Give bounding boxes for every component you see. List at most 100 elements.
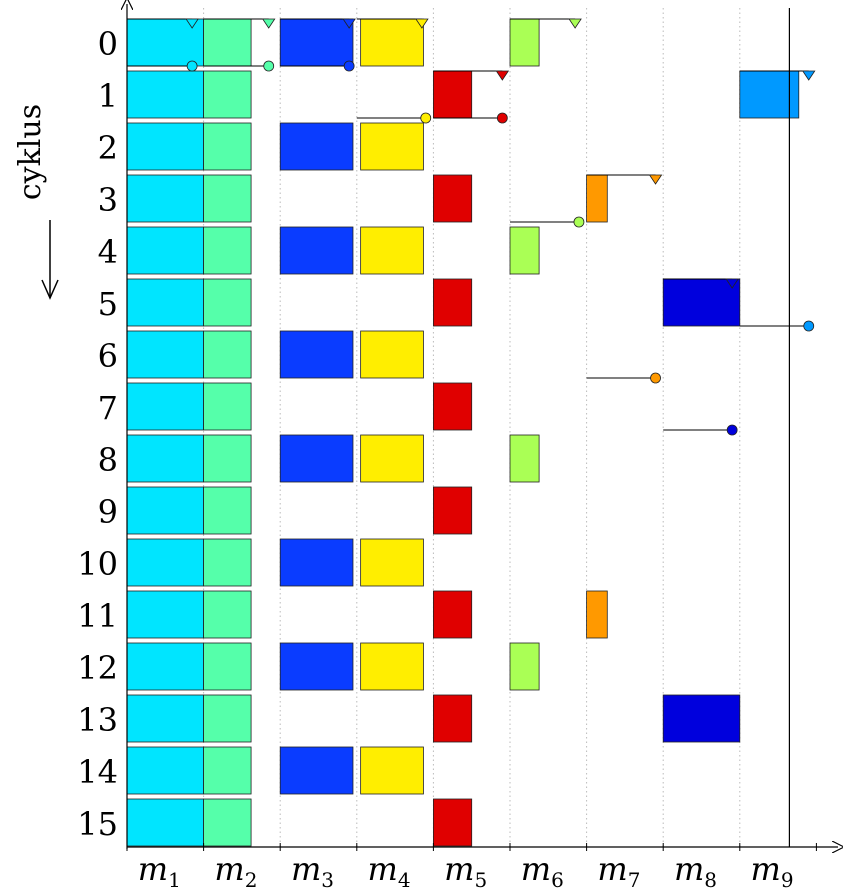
row-label: 13 [77,701,118,739]
block-m3 [279,18,354,67]
triangle-marker-m6 [568,18,582,29]
block-m2 [203,330,252,379]
block-m2 [203,798,252,847]
machine-label: m9 [751,850,794,888]
triangle-marker-m9 [801,70,816,81]
block-m4 [360,122,424,171]
block-m1 [126,18,204,67]
row-label: 7 [98,389,118,427]
block-m1 [126,746,204,795]
triangle-marker-m5 [495,70,510,81]
block-m4 [360,226,424,275]
triangle-marker-m8 [725,278,739,289]
triangle-marker-m4 [415,18,429,29]
row-label: 15 [77,805,118,843]
block-m1 [126,590,204,639]
down-arrow-head [41,279,59,300]
triangle-marker-m1 [185,18,199,29]
block-m1 [126,798,204,847]
block-m2 [203,746,252,795]
block-m6 [509,226,540,275]
circle-marker-m7 [650,372,661,384]
row-label: 12 [77,649,118,687]
block-m2 [203,538,252,587]
block-m5 [432,382,473,431]
block-m7 [586,590,608,639]
machine-label: m4 [368,850,411,888]
machine-label: m1 [138,850,181,888]
row-label: 6 [98,337,118,375]
row-label: 9 [98,493,118,531]
circle-marker-m2 [263,60,275,72]
block-m6 [509,434,540,483]
blocks-layer [126,18,800,847]
block-m4 [360,642,424,691]
block-m4 [360,18,424,67]
block-m5 [432,278,473,327]
circle-marker-m6 [573,216,585,228]
block-m1 [126,226,204,275]
machine-label: m7 [597,850,640,888]
block-m2 [203,434,252,483]
block-m5 [432,70,473,119]
block-m2 [203,382,252,431]
block-m1 [126,642,204,691]
block-m1 [126,486,204,535]
block-m1 [126,174,204,223]
block-m5 [432,694,473,743]
block-m2 [203,226,252,275]
circle-marker-m1 [186,60,198,72]
block-m1 [126,538,204,587]
machine-label: m3 [291,850,334,888]
block-m5 [432,174,473,223]
block-m8 [662,694,741,743]
block-m5 [432,486,473,535]
block-m2 [203,18,252,67]
machine-label: m2 [214,850,257,888]
triangle-marker-m3 [342,18,356,29]
row-label: 1 [98,77,118,115]
circle-marker-m3 [343,60,355,72]
machine-label: m6 [521,850,564,888]
block-m3 [279,746,354,795]
block-m5 [432,798,473,847]
row-label: 10 [77,545,118,583]
block-m2 [203,486,252,535]
block-m2 [203,590,252,639]
block-m1 [126,278,204,327]
block-m3 [279,330,354,379]
block-m7 [586,174,608,223]
block-m3 [279,122,354,171]
row-label: 4 [98,233,118,271]
circle-marker-m9 [803,320,815,332]
block-m4 [360,330,424,379]
machine-label: m8 [674,850,717,888]
block-m1 [126,330,204,379]
block-m3 [279,434,354,483]
row-label: 5 [98,285,118,323]
block-m4 [360,538,424,587]
circle-marker-m5 [496,112,508,124]
block-m6 [509,18,540,67]
circle-marker-m4 [420,112,432,124]
transfer-layer [127,18,816,436]
block-m5 [432,590,473,639]
block-m1 [126,694,204,743]
block-m2 [203,70,252,119]
block-m2 [203,174,252,223]
row-label: 0 [98,25,118,63]
row-label: 3 [98,181,118,219]
triangle-marker-m2 [261,18,276,29]
block-m6 [509,642,540,691]
row-label: 8 [98,441,118,479]
block-m2 [203,278,252,327]
block-m1 [126,434,204,483]
block-m3 [279,538,354,587]
block-m4 [360,746,424,795]
axes [127,4,838,851]
block-m2 [203,122,252,171]
block-m3 [279,642,354,691]
block-m1 [126,122,204,171]
block-m3 [279,226,354,275]
